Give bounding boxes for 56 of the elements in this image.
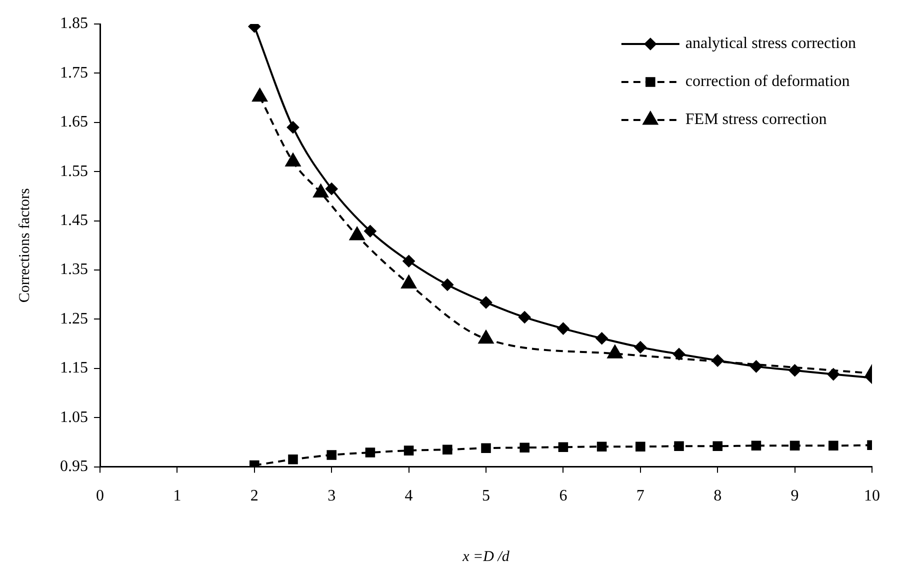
x-tick-label: 8 [714, 488, 722, 505]
point [558, 442, 568, 452]
point [326, 182, 338, 195]
point [404, 446, 414, 456]
y-tick-label: 1.85 [60, 15, 88, 32]
x-tick-label: 4 [404, 488, 413, 505]
point [636, 442, 646, 452]
x-tick-label: 10 [864, 488, 880, 505]
point [712, 441, 722, 452]
point [364, 225, 376, 238]
point [827, 368, 840, 380]
point [751, 440, 762, 451]
y-tick-label: 1.35 [60, 261, 88, 278]
x-tick-label: 2 [250, 488, 258, 505]
x-tick-label: 7 [636, 488, 644, 505]
legend-label: FEM stress correction [685, 111, 827, 128]
x-tick-label: 3 [328, 488, 336, 505]
x-tick-label: 6 [559, 488, 568, 505]
point [673, 348, 685, 360]
point [712, 354, 724, 367]
point [828, 440, 838, 451]
point [365, 448, 376, 458]
legend-label: correction of deformation [685, 73, 850, 90]
point [596, 442, 607, 452]
x-tick-label: 5 [482, 488, 490, 505]
y-tick-label: 1.25 [60, 310, 88, 328]
point [287, 121, 299, 134]
x-tick-label: 9 [790, 488, 799, 505]
point [480, 296, 492, 308]
point [596, 332, 608, 344]
y-tick-label: 1.65 [60, 114, 88, 131]
x-axis-title: x =D /d [462, 548, 510, 565]
point [288, 454, 298, 464]
y-tick-label: 1.75 [60, 64, 88, 82]
y-tick-label: 1.15 [60, 360, 88, 377]
point [790, 440, 800, 451]
point [520, 442, 530, 452]
x-tick-label: 1 [173, 488, 182, 505]
y-axis-title: Corrections factors [16, 188, 33, 303]
point [674, 441, 684, 452]
y-tick-label: 1.05 [60, 408, 88, 426]
y-tick-label: 1.55 [60, 162, 88, 180]
legend-label: analytical stress correction [685, 35, 856, 52]
y-tick-label: 1.45 [60, 212, 88, 230]
point [481, 443, 491, 453]
y-tick-label: 0.95 [60, 458, 88, 476]
point [557, 322, 570, 335]
point [518, 311, 531, 324]
point [326, 450, 336, 460]
point [750, 360, 762, 372]
point [634, 341, 646, 354]
point [402, 255, 415, 268]
point [441, 278, 454, 291]
point [788, 364, 801, 376]
x-tick-label: 0 [96, 488, 104, 505]
point [442, 444, 452, 454]
